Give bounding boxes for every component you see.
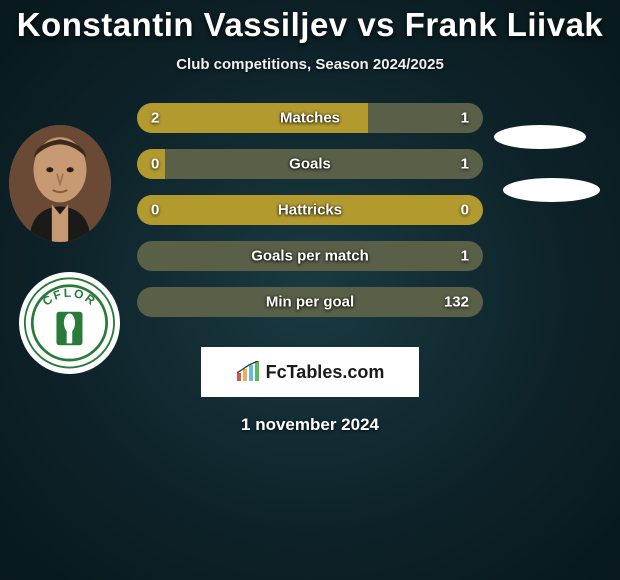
stat-label: Matches: [280, 110, 340, 127]
stat-value-left: 0: [151, 156, 159, 173]
stat-value-right: 1: [461, 248, 469, 265]
logo-text: FcTables.com: [266, 362, 385, 383]
subtitle: Club competitions, Season 2024/2025: [0, 56, 620, 73]
stat-label: Goals per match: [251, 248, 369, 265]
stat-value-right: 132: [444, 294, 469, 311]
stat-value-right: 1: [461, 110, 469, 127]
player2-avatar-placeholder: [494, 125, 586, 149]
stat-value-left: 2: [151, 110, 159, 127]
stat-value-right: 1: [461, 156, 469, 173]
stat-value-right: 0: [461, 202, 469, 219]
bar-chart-icon: [236, 361, 262, 383]
stat-value-left: 0: [151, 202, 159, 219]
player1-avatar: [9, 125, 111, 242]
stat-label: Hattricks: [278, 202, 342, 219]
stat-label: Goals: [289, 156, 331, 173]
player2-club-badge-placeholder: [503, 178, 600, 202]
stat-row: Goals per match 1: [0, 241, 620, 271]
fctables-logo: FcTables.com: [201, 347, 419, 397]
date: 1 november 2024: [0, 415, 620, 435]
player1-club-badge: CFLOR: [19, 272, 120, 374]
page-title: Konstantin Vassiljev vs Frank Liivak: [0, 6, 620, 44]
stat-label: Min per goal: [266, 294, 354, 311]
